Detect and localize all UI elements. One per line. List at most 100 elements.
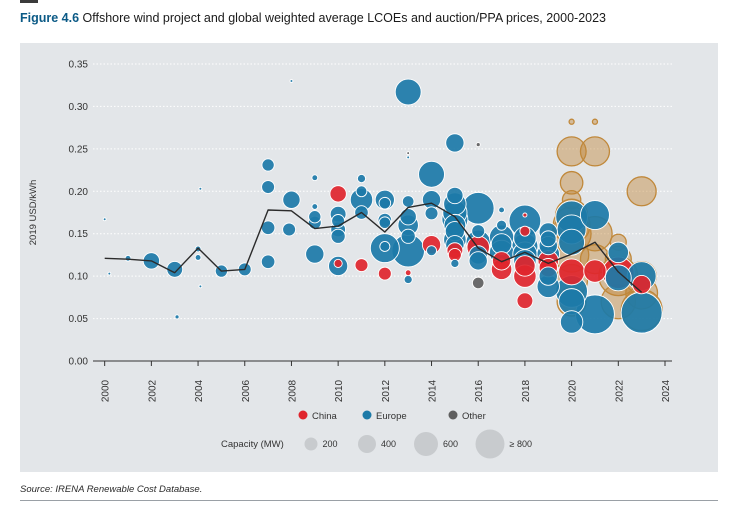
project-bubble-china xyxy=(491,251,512,271)
legend-label-europe: Europe xyxy=(376,411,407,422)
weighted-average-line xyxy=(104,202,643,293)
project-bubble-europe xyxy=(580,200,610,230)
project-bubble-europe xyxy=(330,228,346,244)
legend-label-china: China xyxy=(312,411,338,422)
project-bubble-europe xyxy=(496,219,508,231)
y-tick-label: 0.25 xyxy=(69,144,89,155)
project-bubble-europe xyxy=(311,174,319,182)
x-tick-label: 2006 xyxy=(241,379,252,402)
y-tick-label: 0.20 xyxy=(69,187,89,198)
legend-marker-other xyxy=(448,410,458,420)
project-bubble-europe xyxy=(124,254,132,262)
project-bubble-europe xyxy=(558,228,586,256)
project-bubble-europe xyxy=(406,155,411,160)
project-bubble-europe xyxy=(539,230,557,248)
project-bubble-china xyxy=(404,269,412,277)
project-bubble-europe xyxy=(378,216,392,229)
x-tick-label: 2018 xyxy=(521,379,532,402)
y-tick-label: 0.00 xyxy=(69,357,89,368)
project-bubble-europe xyxy=(445,133,465,153)
auction-price-bubble xyxy=(568,118,575,125)
capacity-legend-circle xyxy=(304,437,318,451)
y-tick-label: 0.30 xyxy=(69,102,89,113)
project-bubble-china xyxy=(514,255,536,277)
project-bubble-europe xyxy=(538,266,558,286)
project-bubble-europe xyxy=(289,79,294,83)
project-bubble-europe xyxy=(379,240,391,252)
x-tick-label: 2016 xyxy=(474,379,485,402)
project-bubble-china xyxy=(377,266,392,281)
legend-marker-china xyxy=(298,410,308,420)
capacity-legend-label: 600 xyxy=(443,439,458,449)
y-tick-label: 0.35 xyxy=(69,60,89,71)
project-bubble-europe xyxy=(450,258,460,268)
project-bubble-europe xyxy=(394,78,422,106)
project-bubble-europe xyxy=(468,251,488,271)
auction-price-bubble xyxy=(559,170,584,195)
project-bubble-china xyxy=(516,292,534,310)
capacity-legend-circle xyxy=(414,432,438,456)
x-tick-label: 2010 xyxy=(334,379,345,402)
bottom-rule xyxy=(20,500,718,501)
auction-price-bubble xyxy=(591,118,599,125)
project-bubble-europe xyxy=(198,284,203,289)
legend-label-other: Other xyxy=(462,411,486,422)
x-tick-label: 2022 xyxy=(614,379,625,402)
x-tick-label: 2000 xyxy=(101,379,112,402)
x-tick-label: 2012 xyxy=(381,379,392,402)
project-bubble-europe xyxy=(604,264,632,292)
top-accent-bar xyxy=(20,0,38,3)
project-bubble-other xyxy=(475,142,481,148)
project-bubble-europe xyxy=(403,274,413,285)
auction-price-bubble xyxy=(579,136,611,167)
project-bubble-europe xyxy=(174,314,180,320)
project-bubble-europe xyxy=(305,244,325,264)
project-bubble-europe xyxy=(378,196,392,210)
project-bubble-china xyxy=(522,212,528,218)
y-tick-label: 0.15 xyxy=(69,229,89,240)
project-bubble-europe xyxy=(356,174,367,184)
project-bubble-europe xyxy=(418,160,445,188)
legend-marker-europe xyxy=(362,410,372,420)
project-bubble-europe xyxy=(559,310,584,334)
project-bubble-china xyxy=(333,258,343,268)
project-bubble-europe xyxy=(620,291,663,334)
project-bubble-europe xyxy=(401,195,415,208)
project-bubble-europe xyxy=(426,245,437,257)
project-bubble-europe xyxy=(311,203,319,210)
project-bubble-europe xyxy=(282,222,297,237)
y-tick-label: 0.10 xyxy=(69,272,89,283)
project-bubble-europe xyxy=(102,217,107,222)
project-bubble-europe xyxy=(194,254,202,261)
project-bubble-europe xyxy=(399,208,417,226)
y-tick-label: 0.05 xyxy=(69,314,89,325)
project-bubble-other xyxy=(406,151,411,155)
project-bubble-europe xyxy=(471,224,486,239)
x-tick-label: 2014 xyxy=(428,379,439,402)
project-bubble-europe xyxy=(261,180,276,194)
capacity-legend-label: 400 xyxy=(381,439,396,449)
x-tick-label: 2020 xyxy=(568,379,579,402)
project-bubble-europe xyxy=(498,206,505,214)
project-bubble-europe xyxy=(355,185,368,198)
project-bubble-china xyxy=(519,225,531,237)
capacity-legend-label: 200 xyxy=(323,439,338,449)
figure-number: Figure 4.6 xyxy=(20,11,80,25)
chart-svg: 0.00 0.05 0.10 0.15 0.20 0.25 0.30 0.35 2000 200 2… xyxy=(28,60,672,459)
figure-title-text: Offshore wind project and global weighte… xyxy=(82,11,607,25)
project-bubble-europe xyxy=(308,210,322,224)
project-bubble-europe xyxy=(261,158,275,172)
figure-title: Figure 4.6 Offshore wind project and glo… xyxy=(20,11,606,25)
project-bubble-other xyxy=(471,276,485,290)
project-bubble-europe xyxy=(198,186,203,191)
capacity-legend-title: Capacity (MW) xyxy=(221,439,284,450)
project-bubble-china xyxy=(583,259,607,283)
x-tick-label: 2008 xyxy=(287,379,298,402)
chart-panel: 0.00 0.05 0.10 0.15 0.20 0.25 0.30 0.35 2000 200 2… xyxy=(20,43,718,472)
project-bubble-china xyxy=(329,185,347,203)
auction-price-bubble xyxy=(626,176,657,207)
project-bubble-europe xyxy=(607,241,630,264)
capacity-legend-circle xyxy=(358,435,376,453)
capacity-legend-circle xyxy=(475,429,505,459)
project-bubble-europe xyxy=(282,190,301,209)
